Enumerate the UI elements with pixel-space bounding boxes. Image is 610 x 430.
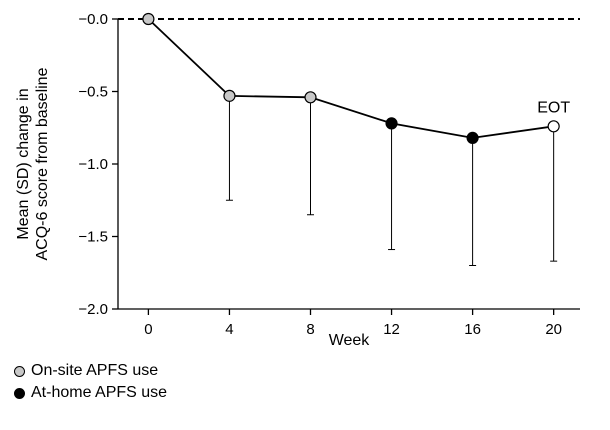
x-axis-title: Week bbox=[329, 332, 371, 349]
data-point bbox=[304, 91, 317, 104]
data-point bbox=[142, 12, 155, 26]
error-bars bbox=[225, 95, 558, 266]
chart-labels: Week Mean (SD) change in ACQ-6 score from … bbox=[15, 67, 570, 349]
chart: −0.0 −0.5 −1.0 −1.5 −2.0 0 4 8 12 16 20 Week Mean (… bbox=[15, 11, 580, 349]
x-tick-label: 20 bbox=[545, 321, 562, 338]
legend-marker-on-site bbox=[14, 365, 25, 377]
data-markers bbox=[142, 12, 560, 144]
x-tick-label: 4 bbox=[225, 321, 233, 338]
annotation-eot: EOT bbox=[537, 99, 570, 116]
data-point bbox=[466, 131, 479, 144]
y-tick-label: −1.5 bbox=[78, 229, 108, 246]
y-tick-label: −0.5 bbox=[78, 84, 108, 101]
data-point bbox=[547, 120, 560, 133]
legend-label-at-home: At-home APFS use bbox=[31, 384, 168, 401]
data-point bbox=[223, 89, 236, 102]
x-tick-label: 8 bbox=[306, 321, 314, 338]
legend-label-on-site: On-site APFS use bbox=[31, 362, 159, 379]
y-tick-label: −1.0 bbox=[78, 156, 108, 173]
x-tick-label: 0 bbox=[144, 321, 152, 338]
series-line bbox=[147, 18, 554, 139]
legend-item-at-home: At-home APFS use bbox=[14, 382, 167, 404]
x-tick-label: 12 bbox=[383, 321, 400, 338]
y-tick-label: −0.0 bbox=[78, 11, 108, 28]
y-axis-title-line: ACQ-6 score from baseline bbox=[34, 67, 51, 260]
legend-marker-at-home bbox=[14, 387, 25, 399]
series-line-group bbox=[147, 18, 554, 139]
axes: −0.0 −0.5 −1.0 −1.5 −2.0 0 4 8 12 16 20 bbox=[78, 11, 580, 338]
y-axis-title-line: Mean (SD) change in bbox=[15, 88, 32, 239]
legend-item-on-site: On-site APFS use bbox=[14, 360, 167, 382]
data-point bbox=[385, 117, 398, 130]
y-tick-label: −2.0 bbox=[78, 301, 108, 318]
y-axis-title: Mean (SD) change in ACQ-6 score from base… bbox=[15, 67, 51, 260]
legend: On-site APFS use At-home APFS use bbox=[14, 360, 167, 404]
x-tick-label: 16 bbox=[464, 321, 481, 338]
